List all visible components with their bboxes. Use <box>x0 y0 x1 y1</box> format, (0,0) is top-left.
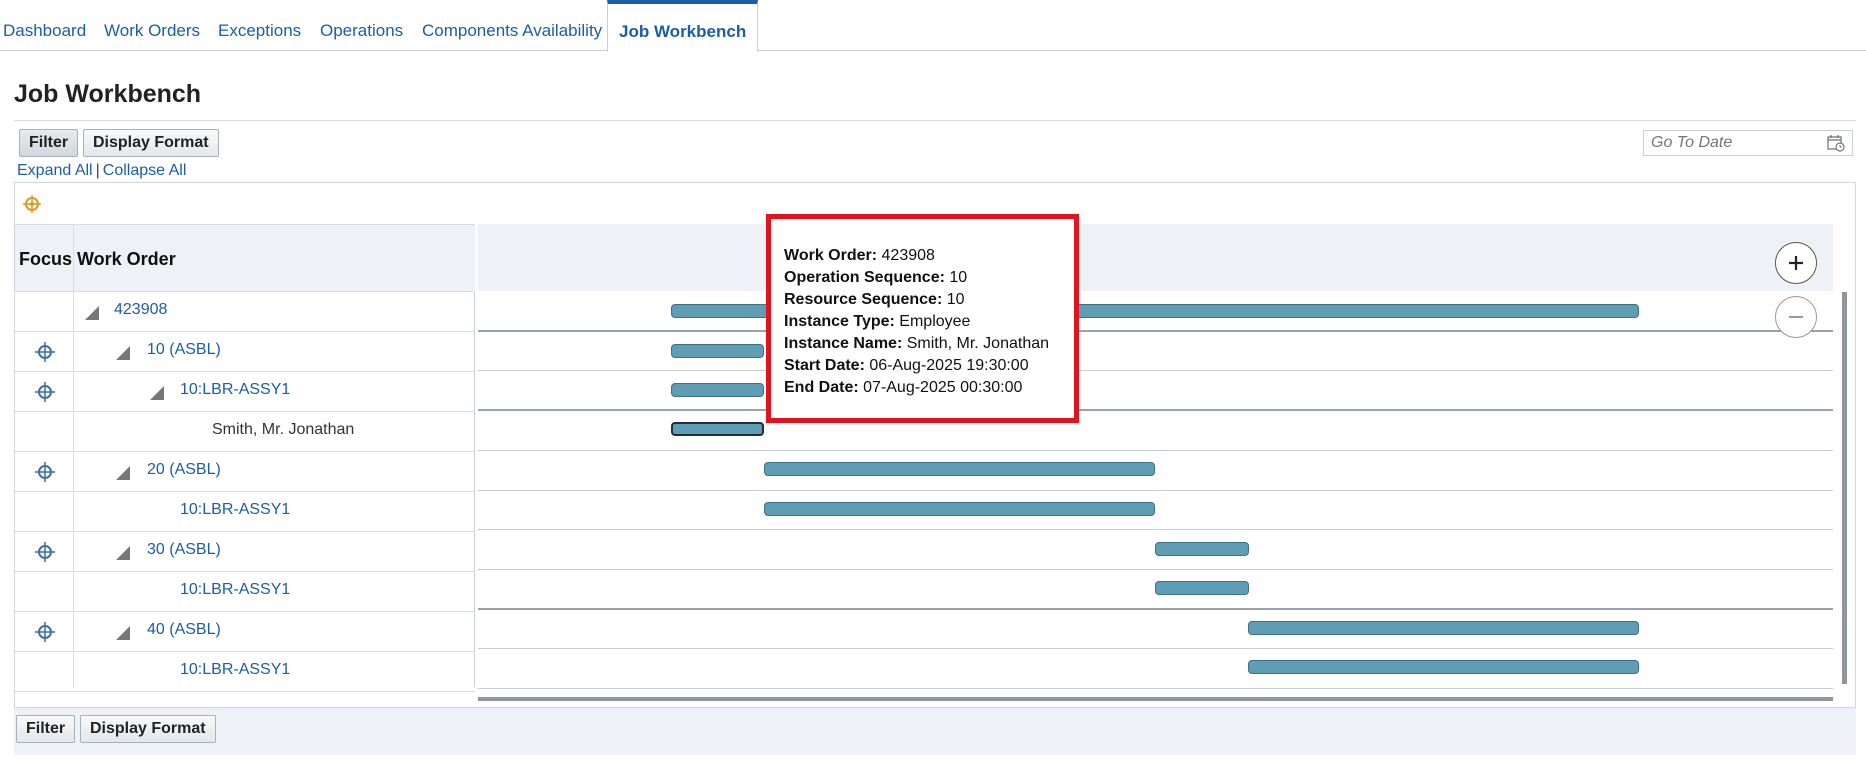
gantt-bar-resource[interactable] <box>764 502 1155 516</box>
tree-actions: Expand All | Collapse All <box>17 162 186 180</box>
gantt-row-divider <box>478 648 1833 649</box>
collapse-all-link[interactable]: Collapse All <box>102 162 187 179</box>
gantt-bar-operation[interactable] <box>671 344 764 358</box>
tab-bar: Dashboard Work Orders Exceptions Operati… <box>0 0 1866 52</box>
resource-link[interactable]: 10:LBR-ASSY1 <box>180 661 291 678</box>
gantt-bar-resource[interactable] <box>671 383 764 397</box>
tab-operations[interactable]: Operations <box>320 21 404 40</box>
gantt-bar-operation[interactable] <box>764 462 1155 476</box>
column-divider <box>73 225 74 688</box>
filter-button-bottom[interactable]: Filter <box>16 715 76 743</box>
resource-link[interactable]: 10:LBR-ASSY1 <box>180 501 291 518</box>
table-row[interactable]: 423908 <box>15 292 475 332</box>
table-row[interactable]: 10:LBR-ASSY1 <box>15 652 475 692</box>
table-row[interactable]: 40 (ASBL) <box>15 612 475 652</box>
tab-dashboard[interactable]: Dashboard <box>3 21 87 40</box>
link-separator: | <box>95 162 100 179</box>
display-format-button-bottom[interactable]: Display Format <box>80 715 216 743</box>
focus-target-icon[interactable] <box>34 341 56 363</box>
focus-target-icon[interactable] <box>34 461 56 483</box>
focus-target-icon[interactable] <box>22 194 42 214</box>
zoom-out-button[interactable] <box>1775 296 1817 338</box>
tooltip-label: Operation Sequence: <box>784 269 945 286</box>
expand-triangle-icon[interactable] <box>116 466 130 480</box>
filter-button[interactable]: Filter <box>19 129 79 157</box>
operation-link[interactable]: 40 (ASBL) <box>147 621 221 638</box>
calendar-icon[interactable] <box>1827 134 1845 152</box>
table-row[interactable]: 10:LBR-ASSY1 <box>15 492 475 532</box>
expand-triangle-icon[interactable] <box>150 386 164 400</box>
display-format-button[interactable]: Display Format <box>83 129 219 157</box>
tab-components-availability[interactable]: Components Availability <box>422 21 603 40</box>
gantt-row-divider <box>478 330 1833 332</box>
instance-name: Smith, Mr. Jonathan <box>212 421 355 438</box>
tooltip-label: End Date: <box>784 379 859 396</box>
tooltip-value: Employee <box>899 313 971 330</box>
gantt-tooltip: Work Order: 423908 Operation Sequence: 1… <box>766 214 1079 423</box>
gantt-timeline-header <box>478 224 1833 291</box>
resource-link[interactable]: 10:LBR-ASSY1 <box>180 381 291 398</box>
gantt-row-divider <box>478 409 1833 411</box>
tab-work-orders[interactable]: Work Orders <box>104 21 201 40</box>
go-to-date-input[interactable] <box>1643 130 1853 156</box>
tooltip-value: 423908 <box>881 247 935 264</box>
tooltip-label: Instance Name: <box>784 335 903 352</box>
vertical-scrollbar[interactable] <box>1842 292 1847 684</box>
column-header-focus: Focus <box>19 249 73 269</box>
expand-triangle-icon[interactable] <box>116 546 130 560</box>
gantt-bar-resource[interactable] <box>1155 581 1249 595</box>
tooltip-value: 06-Aug-2025 19:30:00 <box>869 357 1029 374</box>
expand-all-link[interactable]: Expand All <box>17 162 93 179</box>
gantt-row-divider <box>478 490 1833 491</box>
operation-link[interactable]: 10 (ASBL) <box>147 341 221 358</box>
resource-link[interactable]: 10:LBR-ASSY1 <box>180 581 291 598</box>
gantt-row-divider <box>478 370 1833 371</box>
bottom-toolbar <box>14 708 1856 755</box>
tooltip-label: Start Date: <box>784 357 865 374</box>
gantt-row-divider <box>478 608 1833 610</box>
column-header-work-order: Work Order <box>77 249 176 269</box>
zoom-out-icon <box>1789 316 1803 318</box>
gantt-bar-resource[interactable] <box>1248 660 1639 674</box>
gantt-row-divider <box>478 688 1833 689</box>
gantt-row-divider <box>478 529 1833 530</box>
expand-triangle-icon[interactable] <box>85 306 99 320</box>
gantt-chart <box>478 224 1833 702</box>
tooltip-label: Work Order: <box>784 247 878 264</box>
table-row[interactable]: 10:LBR-ASSY1 <box>15 572 475 612</box>
focus-target-icon[interactable] <box>34 381 56 403</box>
title-divider <box>14 120 1856 121</box>
table-row[interactable]: 30 (ASBL) <box>15 532 475 572</box>
zoom-in-button[interactable] <box>1775 242 1817 284</box>
expand-triangle-icon[interactable] <box>116 626 130 640</box>
zoom-in-icon <box>1789 256 1803 270</box>
gantt-bar-instance[interactable] <box>671 422 764 436</box>
gantt-row-divider <box>478 569 1833 570</box>
operation-link[interactable]: 30 (ASBL) <box>147 541 221 558</box>
table-header: Focus Work Order <box>15 225 475 292</box>
tooltip-value: 10 <box>946 291 965 308</box>
gantt-row-divider <box>478 450 1833 451</box>
gantt-bar-operation[interactable] <box>1248 621 1639 635</box>
focus-target-icon[interactable] <box>34 621 56 643</box>
page-title: Job Workbench <box>14 80 202 108</box>
focus-target-icon[interactable] <box>34 541 56 563</box>
tooltip-label: Instance Type: <box>784 313 895 330</box>
horizontal-scrollbar[interactable] <box>478 697 1833 701</box>
tooltip-label: Resource Sequence: <box>784 291 943 308</box>
tab-exceptions[interactable]: Exceptions <box>218 21 302 40</box>
tab-job-workbench[interactable]: Job Workbench <box>607 0 759 52</box>
table-row[interactable]: Smith, Mr. Jonathan <box>15 412 475 452</box>
operation-link[interactable]: 20 (ASBL) <box>147 461 221 478</box>
tooltip-value: 07-Aug-2025 00:30:00 <box>863 379 1023 396</box>
gantt-bar-operation[interactable] <box>1155 542 1249 556</box>
tooltip-value: 10 <box>949 269 968 286</box>
table-row[interactable]: 20 (ASBL) <box>15 452 475 492</box>
work-order-link[interactable]: 423908 <box>114 301 168 318</box>
table-row[interactable]: 10 (ASBL) <box>15 332 475 372</box>
expand-triangle-icon[interactable] <box>116 346 130 360</box>
tooltip-value: Smith, Mr. Jonathan <box>906 335 1050 352</box>
table-row[interactable]: 10:LBR-ASSY1 <box>15 372 475 412</box>
work-order-tree-table: Focus Work Order 423908 10 (ASBL) 10:LBR… <box>15 224 475 692</box>
